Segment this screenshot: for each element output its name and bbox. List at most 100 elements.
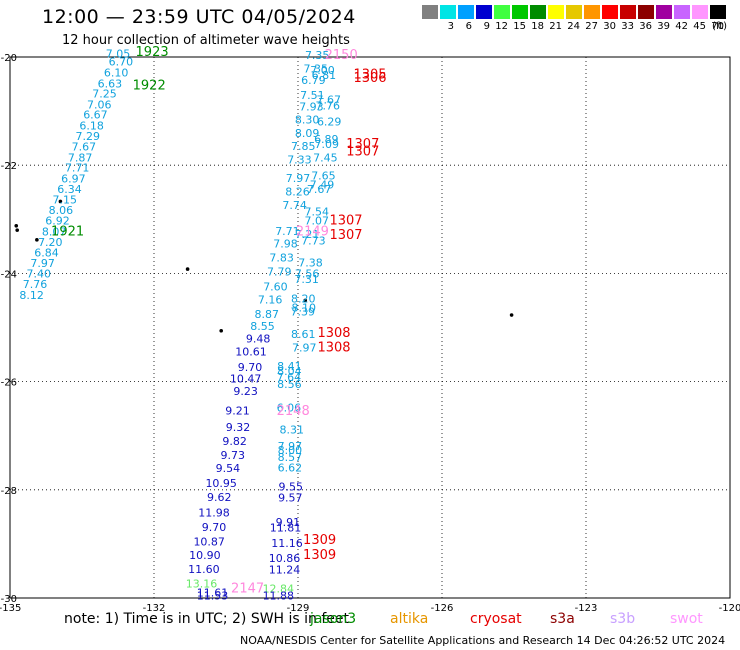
satellite-key-cryosat: cryosat <box>470 611 522 627</box>
legend-swatch <box>494 5 511 19</box>
wave-height-value: 6.62 <box>278 461 303 474</box>
wave-height-value: 9.54 <box>216 462 241 475</box>
wave-height-value: 8.06 <box>49 204 74 217</box>
map-subtitle: 12 hour collection of altimeter wave hei… <box>62 33 350 48</box>
footer-note: note: 1) Time is in UTC; 2) SWH is in fe… <box>64 611 350 627</box>
longitude-tick-label: -126 <box>431 603 454 614</box>
legend-label: 39 <box>657 21 670 32</box>
wave-height-value: 7.87 <box>68 151 93 164</box>
wave-height-value: 8.26 <box>285 185 310 198</box>
wave-height-value: 7.60 <box>263 281 288 294</box>
legend-swatch <box>584 5 601 19</box>
wave-height-value: 7.35 <box>304 63 329 76</box>
wave-height-value: 8.20 <box>291 293 316 306</box>
wave-height-value: 7.07 <box>304 215 329 228</box>
longitude-tick-label: -135 <box>0 603 21 614</box>
wave-height-value: 6.67 <box>83 109 108 122</box>
wave-height-value: 11.16 <box>271 537 303 550</box>
track-time-label: 1922 <box>133 78 166 93</box>
wave-height-value: 6.10 <box>104 66 129 79</box>
legend-swatch <box>656 5 673 19</box>
wave-height-value: 6.29 <box>317 116 342 129</box>
legend-label: 33 <box>621 21 634 32</box>
island-marker <box>303 298 308 303</box>
wave-height-value: 9.73 <box>220 449 245 462</box>
wave-height-value: 9.32 <box>226 421 251 434</box>
latitude-tick-label: -28 <box>1 486 17 497</box>
track-time-label: 2150 <box>325 48 358 63</box>
track-time-label: 1308 <box>317 326 350 341</box>
track-time-label: 1923 <box>136 45 169 60</box>
wave-height-value: 7.16 <box>258 294 283 307</box>
wave-height-value: 9.23 <box>233 385 258 398</box>
wave-height-value: 8.30 <box>295 114 320 127</box>
wave-height-value: 13.16 <box>186 578 218 591</box>
track-time-label: 1306 <box>353 71 386 86</box>
wave-height-value: 7.38 <box>298 256 323 269</box>
wave-height-value: 7.40 <box>27 268 52 281</box>
wave-height-value: 8.55 <box>250 320 275 333</box>
longitude-tick-label: -129 <box>287 603 310 614</box>
wave-height-value: 6.79 <box>301 74 326 87</box>
legend-unit: (ft) <box>712 21 728 32</box>
island-marker <box>509 313 514 317</box>
legend-label: 24 <box>567 21 580 32</box>
wave-height-value: 8.57 <box>278 451 303 464</box>
legend-swatch <box>602 5 619 19</box>
wave-height-value: 7.06 <box>87 98 112 111</box>
legend-swatch <box>476 5 493 19</box>
satellite-key-jason3: jason3 <box>310 611 357 627</box>
wave-height-value: 8.09 <box>295 127 320 140</box>
wave-height-value: 11.53 <box>197 590 229 603</box>
satellite-key-altika: altika <box>390 611 429 627</box>
wave-height-value: 10.95 <box>205 477 237 490</box>
wave-height-value: 9.82 <box>222 435 247 448</box>
wave-height-value: 8.87 <box>255 308 280 321</box>
island-marker <box>15 228 19 232</box>
wave-height-value: 7.25 <box>92 88 117 101</box>
legend-swatch <box>566 5 583 19</box>
wave-height-value: 7.73 <box>301 235 326 248</box>
track-time-label: 1309 <box>303 533 336 548</box>
wave-height-value: 7.79 <box>267 266 292 279</box>
track-time-label: 1307 <box>346 144 379 159</box>
wave-height-value: 6.89 <box>314 133 339 146</box>
legend-label: 9 <box>483 21 490 32</box>
wave-height-value: 6.34 <box>57 183 82 196</box>
wave-height-value: 9.55 <box>279 480 304 493</box>
wave-height-value: 7.09 <box>315 138 340 151</box>
latitude-tick-label: -22 <box>1 161 17 172</box>
wave-height-value: 8.56 <box>277 378 302 391</box>
legend-label: 21 <box>549 21 562 32</box>
track-time-label: 1307 <box>329 214 362 229</box>
wave-height-value: 11.60 <box>188 563 220 576</box>
wave-height-value: 7.85 <box>291 140 316 153</box>
legend-swatch <box>620 5 637 19</box>
legend-swatch <box>530 5 547 19</box>
wave-height-value: 7.15 <box>52 194 77 207</box>
wave-height-value: 7.20 <box>38 236 63 249</box>
legend-label: 18 <box>531 21 544 32</box>
wave-height-value: 7.67 <box>307 183 332 196</box>
wave-height-value: 11.81 <box>270 521 302 534</box>
legend-label: 36 <box>639 21 652 32</box>
latitude-tick-label: -20 <box>1 53 17 64</box>
wave-height-value: 7.97 <box>292 341 317 354</box>
wave-height-value: 8.00 <box>278 444 303 457</box>
legend-label: 12 <box>495 21 508 32</box>
legend-label: 15 <box>513 21 526 32</box>
wave-height-value: 10.61 <box>235 346 267 359</box>
island-marker <box>219 328 223 333</box>
longitude-tick-label: -123 <box>575 603 598 614</box>
wave-height-value: 7.45 <box>313 151 338 164</box>
wave-height-value: 6.70 <box>109 56 134 69</box>
track-time-label: 2149 <box>296 225 329 240</box>
wave-height-value: 11.98 <box>198 506 230 519</box>
wave-height-value: 7.97 <box>30 257 55 270</box>
longitude-tick-label: -120 <box>719 603 740 614</box>
satellite-key-s3b: s3b <box>610 611 636 627</box>
track-time-label: 1309 <box>303 548 336 563</box>
wave-height-value: 7.97 <box>286 172 311 185</box>
wave-height-value: 6.92 <box>45 215 70 228</box>
island-marker <box>58 199 63 204</box>
